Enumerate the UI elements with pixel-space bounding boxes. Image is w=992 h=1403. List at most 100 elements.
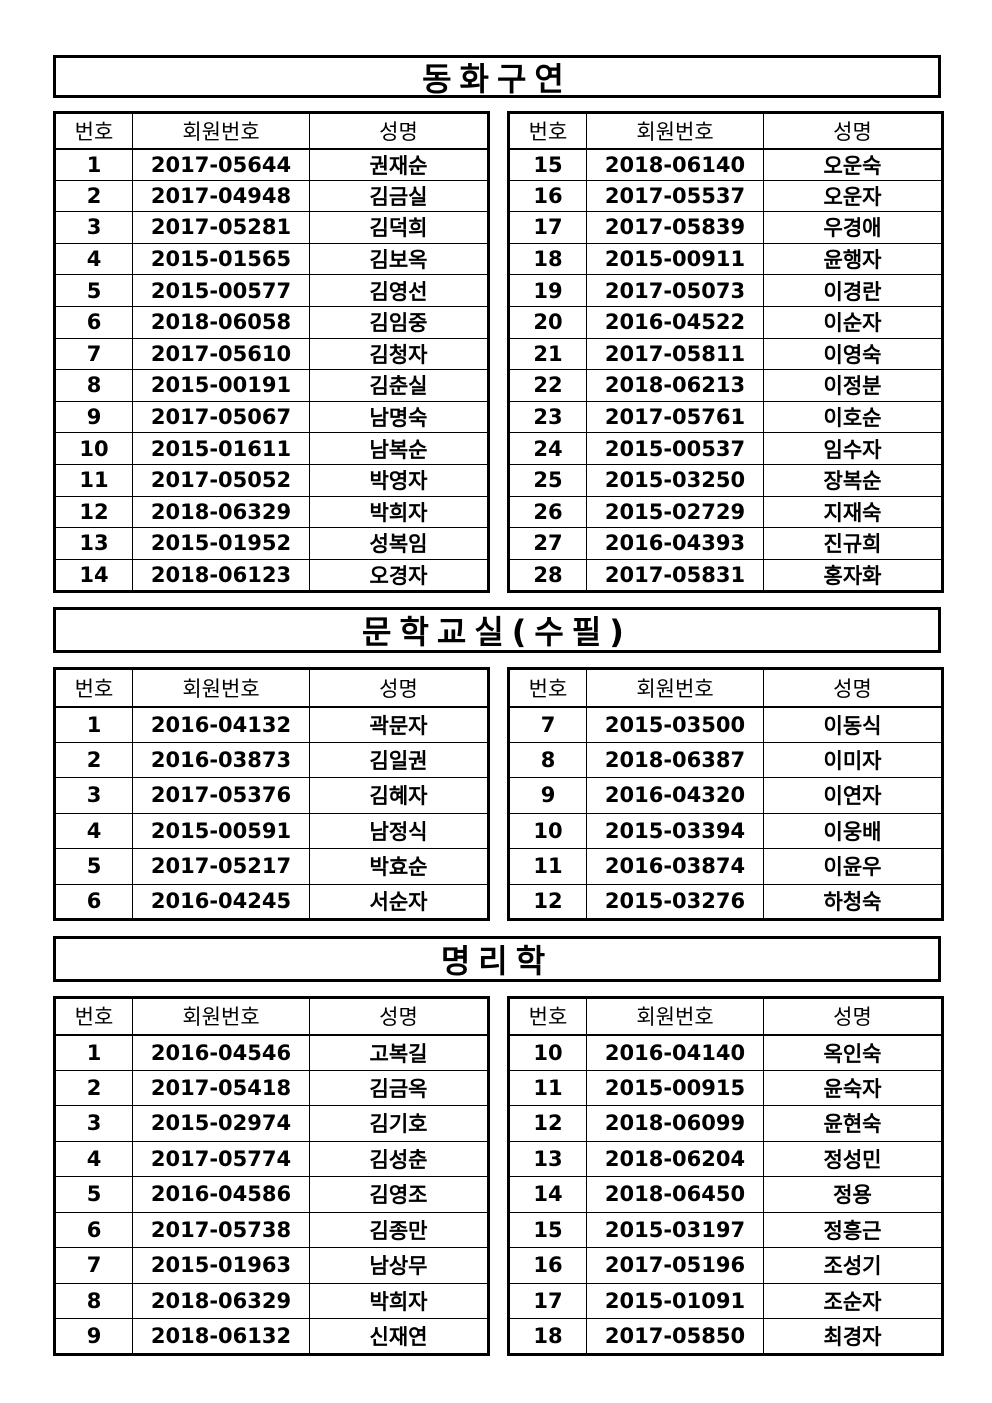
table-row: 17 2015-01091 조순자 [508, 1282, 943, 1319]
row-number: 7 [54, 1247, 133, 1284]
member-name: 김혜자 [309, 777, 489, 814]
column-header: 성명 [763, 997, 943, 1035]
row-number: 6 [54, 1211, 133, 1248]
member-id: 2015-00537 [586, 432, 764, 465]
row-number: 18 [508, 242, 587, 276]
member-id: 2018-06140 [586, 148, 764, 181]
member-name: 남복순 [309, 432, 489, 465]
member-id: 2018-06132 [132, 1318, 310, 1355]
member-table-left: 번호 회원번호 성명 1 2016-04546 고복길 2 2017-05418 김금옥 3 201… [53, 996, 490, 1356]
member-id: 2015-00191 [132, 369, 310, 402]
row-number: 4 [54, 812, 133, 849]
row-number: 12 [54, 495, 133, 529]
member-id: 2017-05052 [132, 463, 310, 497]
table-row: 7 2017-05610 김청자 [54, 337, 489, 371]
table-row: 6 2018-06058 김임중 [54, 305, 489, 339]
table-row: 22 2018-06213 이정분 [508, 369, 943, 402]
member-id: 2018-06329 [132, 495, 310, 529]
table-row: 7 2015-01963 남상무 [54, 1247, 489, 1284]
row-number: 1 [54, 706, 133, 743]
table-row: 10 2015-03394 이웅배 [508, 812, 943, 849]
member-id: 2017-05376 [132, 777, 310, 814]
member-id: 2018-06329 [132, 1282, 310, 1319]
column-header: 성명 [763, 668, 943, 707]
row-number: 8 [54, 369, 133, 402]
member-id: 2015-03197 [586, 1211, 764, 1248]
member-name: 이경란 [763, 274, 943, 307]
row-number: 9 [508, 777, 587, 814]
row-number: 24 [508, 432, 587, 465]
member-id: 2018-06123 [132, 558, 310, 592]
row-number: 11 [54, 463, 133, 497]
table-row: 11 2017-05052 박영자 [54, 463, 489, 497]
member-name: 김덕희 [309, 211, 489, 244]
table-row: 26 2015-02729 지재숙 [508, 495, 943, 529]
member-name: 윤행자 [763, 242, 943, 276]
member-id: 2017-05811 [586, 337, 764, 371]
member-id: 2017-05281 [132, 211, 310, 244]
table-row: 18 2017-05850 최경자 [508, 1318, 943, 1355]
table-row: 1 2016-04132 곽문자 [54, 706, 489, 743]
member-name: 김금옥 [309, 1069, 489, 1106]
row-number: 5 [54, 1176, 133, 1213]
table-header-row: 번호 회원번호 성명 [508, 112, 943, 149]
member-name: 박영자 [309, 463, 489, 497]
table-row: 3 2017-05376 김혜자 [54, 777, 489, 814]
table-row: 6 2017-05738 김종만 [54, 1211, 489, 1248]
member-id: 2016-04546 [132, 1034, 310, 1071]
member-name: 정성민 [763, 1140, 943, 1177]
table-row: 16 2017-05537 오운자 [508, 179, 943, 213]
table-row: 3 2015-02974 김기호 [54, 1105, 489, 1142]
table-row: 1 2016-04546 고복길 [54, 1034, 489, 1071]
row-number: 3 [54, 1105, 133, 1142]
member-id: 2015-03394 [586, 812, 764, 849]
section-title: 명리학 [53, 936, 941, 982]
member-id: 2015-02974 [132, 1105, 310, 1142]
member-name: 성복임 [309, 527, 489, 560]
member-id: 2017-05761 [586, 400, 764, 434]
member-id: 2015-03276 [586, 883, 764, 920]
member-id: 2016-04393 [586, 527, 764, 560]
table-row: 21 2017-05811 이영숙 [508, 337, 943, 371]
member-name: 이연자 [763, 777, 943, 814]
member-id: 2018-06058 [132, 305, 310, 339]
column-header: 성명 [763, 112, 943, 149]
table-header-row: 번호 회원번호 성명 [508, 997, 943, 1035]
table-row: 9 2018-06132 신재연 [54, 1318, 489, 1355]
member-name: 이미자 [763, 741, 943, 778]
member-id: 2016-03873 [132, 741, 310, 778]
row-number: 17 [508, 211, 587, 244]
member-name: 이순자 [763, 305, 943, 339]
row-number: 4 [54, 1140, 133, 1177]
member-name: 임수자 [763, 432, 943, 465]
row-number: 14 [508, 1176, 587, 1213]
table-row: 23 2017-05761 이호순 [508, 400, 943, 434]
member-id: 2017-05738 [132, 1211, 310, 1248]
table-row: 8 2018-06329 박희자 [54, 1282, 489, 1319]
member-id: 2017-05217 [132, 848, 310, 885]
member-name: 고복길 [309, 1034, 489, 1071]
row-number: 4 [54, 242, 133, 276]
member-table-right: 번호 회원번호 성명 10 2016-04140 옥인숙 11 2015-00915 윤숙자 12… [507, 996, 944, 1356]
row-number: 14 [54, 558, 133, 592]
row-number: 3 [54, 777, 133, 814]
member-id: 2015-02729 [586, 495, 764, 529]
row-number: 2 [54, 179, 133, 213]
table-row: 13 2015-01952 성복임 [54, 527, 489, 560]
member-id: 2015-00915 [586, 1069, 764, 1106]
row-number: 25 [508, 463, 587, 497]
member-id: 2015-01952 [132, 527, 310, 560]
member-id: 2017-05196 [586, 1247, 764, 1284]
row-number: 13 [54, 527, 133, 560]
table-row: 9 2017-05067 남명숙 [54, 400, 489, 434]
table-row: 28 2017-05831 홍자화 [508, 558, 943, 592]
member-name: 김보옥 [309, 242, 489, 276]
table-row: 15 2018-06140 오운숙 [508, 148, 943, 181]
member-name: 김성춘 [309, 1140, 489, 1177]
row-number: 27 [508, 527, 587, 560]
column-header: 회원번호 [586, 997, 764, 1035]
table-row: 12 2018-06099 윤현숙 [508, 1105, 943, 1142]
member-name: 조성기 [763, 1247, 943, 1284]
member-name: 윤숙자 [763, 1069, 943, 1106]
table-row: 2 2016-03873 김일권 [54, 741, 489, 778]
